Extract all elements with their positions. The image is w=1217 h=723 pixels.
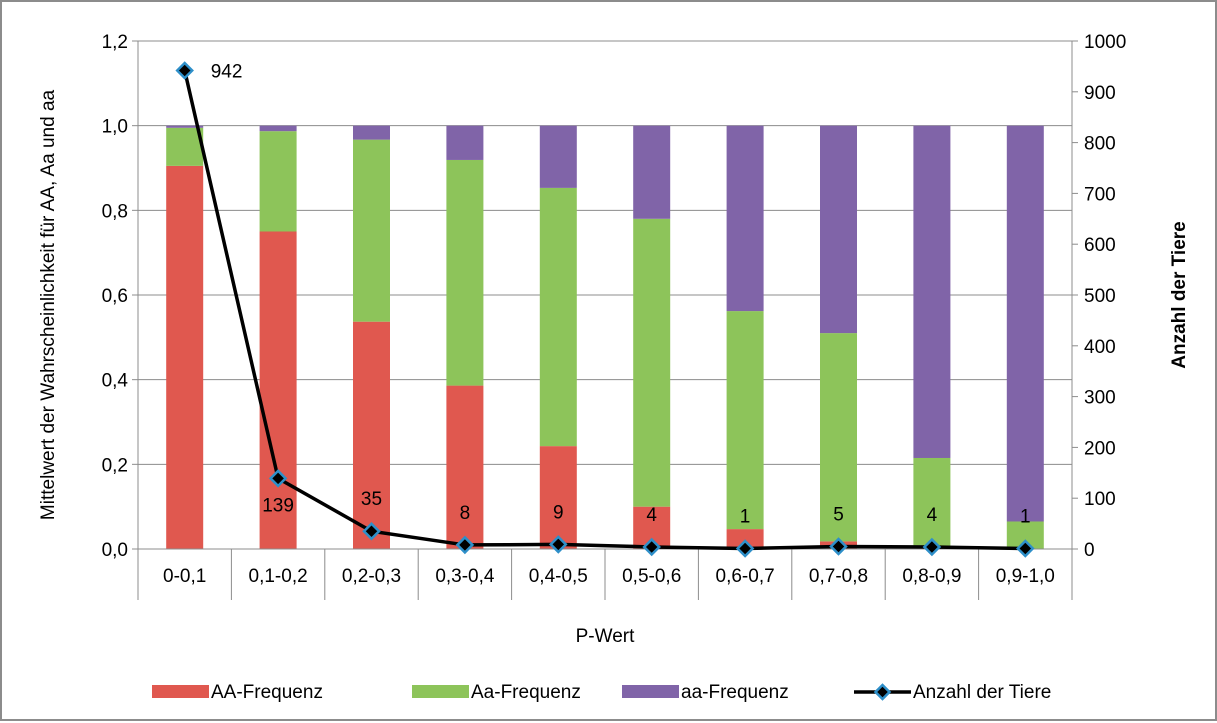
bar-Aa [166,127,204,166]
data-label: 1 [1020,506,1031,527]
y2-tick-label: 300 [1084,388,1116,409]
bar-aa [166,125,204,128]
line-point-marker [362,521,381,541]
bar-aa [446,125,484,160]
y2-tick-label: 500 [1084,286,1116,307]
y2-tick-label: 700 [1084,184,1116,205]
y2-tick-label: 600 [1084,235,1116,256]
line-point-marker [455,535,475,555]
bar-AA [353,321,390,549]
x-tick-label: 0,1-0,2 [249,566,308,587]
line-point-marker [1016,539,1035,558]
data-label: 4 [646,505,657,526]
bar-aa [820,125,857,334]
y2-tick-label: 400 [1084,337,1116,358]
y-tick-label: 1,2 [102,32,128,53]
y2-tick-label: 1000 [1084,32,1126,53]
y2-tick-label: 200 [1084,438,1116,459]
y-axis-title: Mittelwert der Wahrscheinlichkeit für AA… [38,89,59,520]
x-tick-label: 0,3-0,4 [435,566,495,587]
legend-label: Anzahl der Tiere [913,682,1051,703]
legend-swatch [412,685,469,698]
legend-marker [873,683,892,701]
data-label: 1 [740,506,751,527]
x-tick-label: 0,8-0,9 [902,566,961,587]
bar-Aa [633,218,671,507]
bar-aa [259,125,297,132]
y2-tick-label: 0 [1084,540,1095,561]
data-label: 5 [833,504,844,525]
y-tick-label: 0,2 [102,455,128,476]
bar-Aa [259,131,297,232]
line-point-marker [642,537,661,557]
x-axis-title: P-Wert [576,626,635,647]
line-point-marker [549,535,568,554]
bar-aa [1006,125,1044,522]
tick-labels: 0,0 0,2 0,4 0,6 0,8 1,0 1,2 0 100 200 300 400 500 600… [102,32,1127,587]
y-tick-label: 0,6 [102,286,128,307]
bar-Aa [820,333,857,542]
data-labels: 942 139 35 8 9 4 1 5 4 1 [211,61,1031,527]
x-tick-label: 0-0,1 [163,566,206,587]
bar-AA [726,529,764,549]
y-tick-label: 0,0 [102,540,128,561]
bar-AA [539,446,577,549]
x-tick-label: 0,5-0,6 [622,566,681,587]
data-label: 4 [927,505,938,526]
legend-label: AA-Frequenz [211,682,323,703]
data-label: 8 [460,503,471,524]
y2-tick-label: 800 [1084,134,1116,155]
y-tick-label: 0,8 [102,201,128,222]
y2-axis-title: Anzahl der Tiere [1169,221,1190,368]
bar-Aa [913,457,951,548]
y-tick-label: 0,4 [102,371,129,392]
axes [132,40,1078,600]
bar-AA [166,165,204,549]
bar-aa [539,125,577,188]
x-tick-label: 0,6-0,7 [716,566,775,587]
line-anzahl-der-tiere [182,70,1026,551]
x-tick-label: 0,2-0,3 [342,566,401,587]
bar-aa [353,125,390,140]
data-label: 35 [361,489,382,510]
x-tick-label: 0,9-1,0 [996,566,1055,587]
bar-Aa [446,159,484,386]
line-point-marker [829,537,848,556]
line-point-marker [268,469,288,488]
bar-AA [446,385,484,549]
legend-label: Aa-Frequenz [471,682,581,703]
legend-swatch [152,685,209,698]
line-point-marker [175,61,194,80]
bar-Aa [353,139,390,322]
bar-Aa [539,187,577,447]
y2-tick-label: 900 [1084,83,1116,104]
legend: AA-Frequenz Aa-Frequenz aa-Frequenz Anzahl … [152,682,1051,703]
bar-Aa [726,311,764,530]
y-tick-label: 1,0 [102,117,128,138]
bar-aa [726,125,764,312]
x-tick-label: 0,4-0,5 [529,566,588,587]
bar-aa [913,125,951,458]
line-point-marker [922,537,942,557]
legend-label: aa-Frequenz [681,682,789,703]
bar-group [166,125,1044,549]
line-point-marker [735,539,755,558]
data-label: 9 [553,502,564,523]
y2-tick-label: 100 [1084,489,1116,510]
bar-AA [259,231,297,549]
x-tick-label: 0,7-0,8 [809,566,868,587]
line-group [175,61,1035,558]
data-label: 942 [211,61,243,82]
legend-swatch [622,685,679,698]
bar-aa [633,125,671,219]
data-label: 139 [262,495,294,516]
